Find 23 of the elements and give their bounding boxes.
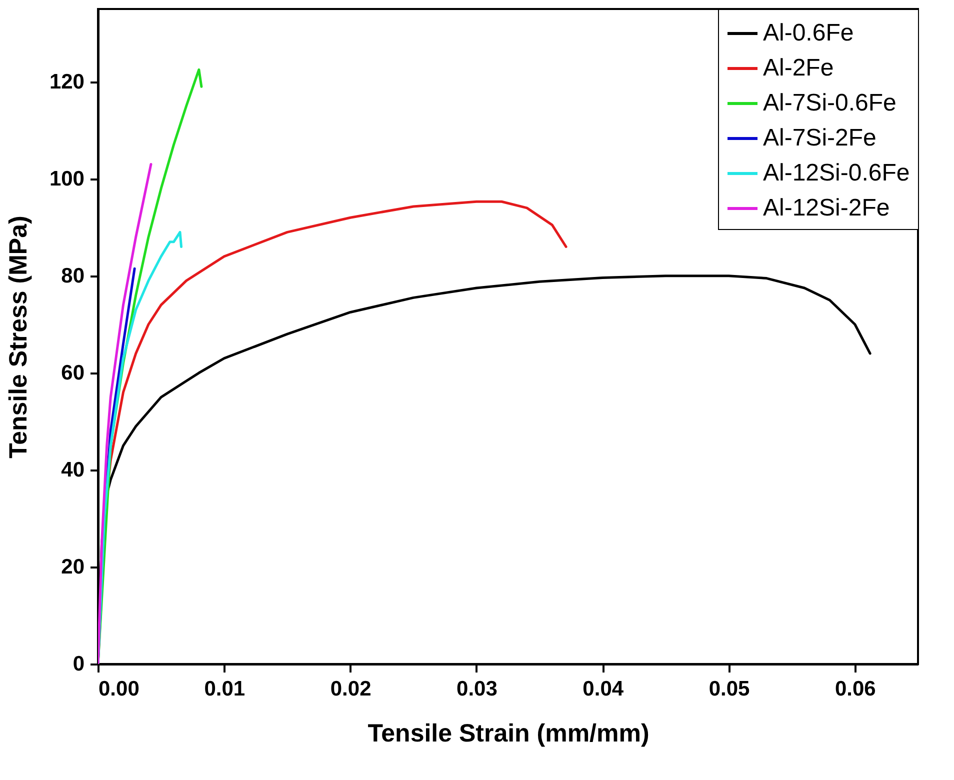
x-tick-label: 0.05	[708, 678, 750, 700]
legend-label: Al-12Si-0.6Fe	[763, 160, 910, 186]
x-tick-label: 0.01	[204, 678, 246, 700]
legend-label: Al-7Si-0.6Fe	[763, 90, 896, 116]
x-tick-label: 0.00	[98, 678, 140, 700]
legend-label: Al-7Si-2Fe	[763, 124, 876, 152]
y-tick-label: 80	[61, 264, 84, 288]
line-series	[98, 163, 152, 664]
y-tick-label: 120	[49, 70, 84, 94]
legend-label: Al-0.6Fe	[763, 20, 854, 46]
x-tick-label: 0.04	[582, 678, 624, 700]
legend-label: Al-2Fe	[763, 54, 834, 82]
y-tick-label: 40	[61, 458, 84, 482]
y-tick-label: 0	[72, 652, 84, 676]
y-tick-label: 100	[49, 167, 84, 190]
y-axis-title: Tensile Stress (MPa)	[4, 216, 32, 458]
x-tick-label: 0.06	[834, 678, 876, 700]
x-tick-label: 0.02	[330, 678, 372, 700]
y-tick-label: 20	[61, 555, 84, 578]
x-tick-label: 0.03	[456, 678, 498, 700]
legend-label: Al-12Si-2Fe	[763, 194, 890, 222]
x-axis-title: Tensile Strain (mm/mm)	[368, 720, 650, 748]
y-tick-label: 60	[61, 361, 84, 384]
